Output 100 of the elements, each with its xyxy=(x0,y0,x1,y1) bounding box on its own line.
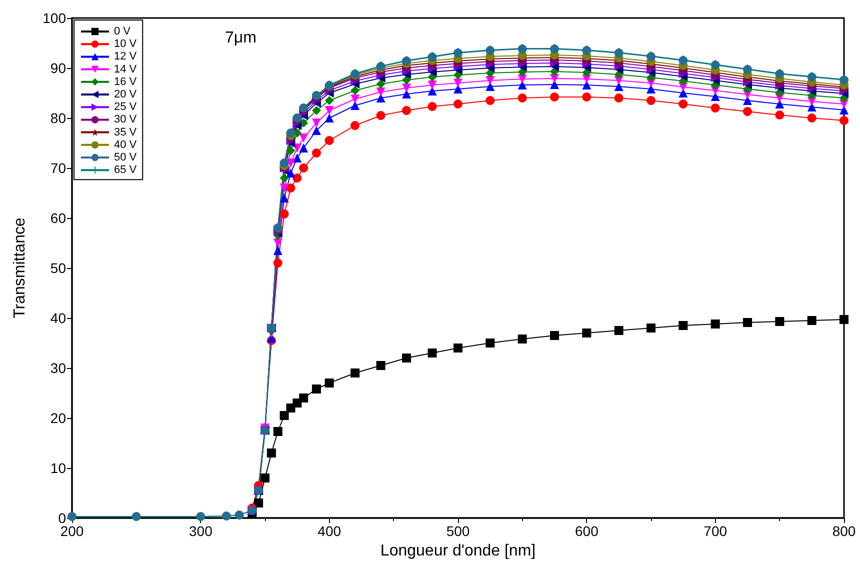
point xyxy=(324,378,334,388)
point xyxy=(350,86,360,95)
point xyxy=(324,136,334,145)
point xyxy=(743,318,752,327)
point xyxy=(428,80,437,90)
point xyxy=(324,114,334,122)
point xyxy=(582,92,592,102)
point xyxy=(710,104,720,112)
y-tick-label: 70 xyxy=(50,160,66,176)
point xyxy=(840,116,848,125)
legend-label: 12 V xyxy=(114,50,138,63)
x-tick-label: 800 xyxy=(832,523,856,539)
point xyxy=(292,174,302,182)
point xyxy=(286,184,296,192)
point xyxy=(350,94,360,104)
point xyxy=(550,74,559,83)
point xyxy=(646,324,656,332)
legend-label: 50 V xyxy=(114,152,138,164)
point xyxy=(840,315,848,324)
y-tick-label: 50 xyxy=(50,260,66,276)
point xyxy=(646,96,656,105)
point xyxy=(840,106,848,114)
point xyxy=(299,144,308,152)
point xyxy=(292,154,302,162)
x-tick-label: 400 xyxy=(318,523,342,539)
point xyxy=(280,174,289,182)
legend-label: 35 V xyxy=(114,126,138,138)
y-tick-label: 80 xyxy=(50,110,66,126)
x-tick-label: 200 xyxy=(60,523,84,539)
point xyxy=(807,114,816,122)
point xyxy=(273,427,282,436)
point xyxy=(286,146,296,155)
legend-label: 65 V xyxy=(114,164,138,176)
point xyxy=(428,72,437,82)
point xyxy=(428,348,437,358)
point xyxy=(312,118,321,128)
point xyxy=(678,100,688,108)
point xyxy=(299,164,308,172)
point xyxy=(260,474,270,482)
point xyxy=(678,321,688,330)
point xyxy=(299,134,308,142)
y-tick-label: 60 xyxy=(50,210,66,226)
point xyxy=(614,94,624,102)
point xyxy=(286,158,296,168)
point xyxy=(646,84,656,94)
point xyxy=(402,76,412,84)
legend-label: 16 V xyxy=(114,76,138,88)
y-tick-label: 20 xyxy=(50,410,66,426)
legend-label: 25 V xyxy=(114,101,138,114)
point xyxy=(582,328,592,338)
point xyxy=(486,76,495,85)
point xyxy=(312,126,321,135)
point xyxy=(350,368,360,378)
point xyxy=(376,111,386,120)
point xyxy=(775,317,784,326)
point xyxy=(454,100,462,108)
point xyxy=(743,107,752,116)
point xyxy=(428,102,437,111)
y-tick-label: 100 xyxy=(42,10,66,26)
point xyxy=(518,74,527,84)
point xyxy=(486,338,495,348)
annotation: 7μm xyxy=(225,30,256,46)
point xyxy=(280,210,289,218)
point xyxy=(807,316,816,325)
point xyxy=(710,320,720,328)
point xyxy=(254,498,264,508)
point xyxy=(518,334,527,344)
x-axis-title: Longueur d'onde [nm] xyxy=(380,542,536,560)
point xyxy=(614,70,624,79)
point xyxy=(775,110,784,120)
point xyxy=(518,94,527,102)
point xyxy=(312,384,321,394)
y-tick-label: 90 xyxy=(50,60,66,76)
point xyxy=(550,80,559,89)
point xyxy=(266,448,276,458)
legend-label: 0 V xyxy=(114,26,132,38)
point xyxy=(486,96,495,105)
x-tick-label: 600 xyxy=(574,523,599,539)
point xyxy=(376,80,386,88)
point xyxy=(402,106,412,115)
point xyxy=(312,106,321,115)
point xyxy=(550,92,559,102)
point xyxy=(280,194,289,202)
point xyxy=(402,90,412,98)
x-tick-label: 500 xyxy=(446,523,470,539)
point xyxy=(312,148,321,158)
point xyxy=(454,344,462,352)
legend-label: 40 V xyxy=(114,138,138,151)
point xyxy=(280,184,289,192)
point xyxy=(518,68,527,76)
y-tick-label: 0 xyxy=(58,510,66,526)
x-tick-label: 700 xyxy=(704,523,728,539)
point xyxy=(273,246,282,255)
legend-label: 10 V xyxy=(114,38,138,50)
point xyxy=(376,88,386,96)
point xyxy=(280,411,289,420)
point xyxy=(350,121,360,130)
point xyxy=(273,258,282,268)
y-tick-label: 10 xyxy=(50,460,66,476)
y-tick-label: 30 xyxy=(50,360,66,376)
